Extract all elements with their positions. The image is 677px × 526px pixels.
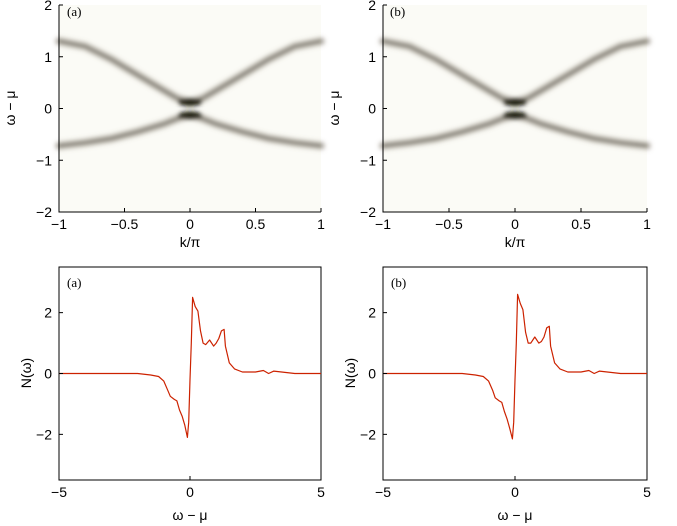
x-tick-label: 0.5 [571, 216, 591, 232]
panel-line-b: (b) ω − μ N(ω) −5 0 5 −2 0 2 [342, 266, 651, 523]
axes-frame [58, 5, 321, 213]
x-tick-label: −5 [51, 484, 67, 500]
x-axis-label: ω − μ [498, 507, 533, 523]
band-upper-peak [503, 98, 527, 107]
series-line [59, 296, 321, 438]
band-layer [378, 36, 652, 151]
y-tick-label: 0 [368, 366, 376, 382]
y-axis-label: ω − μ [326, 91, 342, 126]
y-tick-label: 0 [44, 101, 52, 117]
x-axis-label: k/π [180, 234, 201, 250]
x-tick-label: 0 [186, 484, 194, 500]
y-tick-label: −2 [36, 204, 52, 220]
x-tick-label: −1 [51, 216, 67, 232]
band-lower-peak [503, 111, 527, 120]
x-axis-label: ω − μ [173, 507, 208, 523]
band-layer [54, 36, 326, 151]
x-tick-label: 0 [511, 216, 519, 232]
y-tick-label: −1 [36, 152, 52, 168]
ticks: −5 0 5 −2 0 2 [36, 305, 325, 500]
plot-area [383, 5, 647, 212]
y-tick-label: 2 [44, 305, 52, 321]
x-tick-label: −1 [375, 216, 391, 232]
band-lower-peak [178, 111, 202, 120]
panel-label: (b) [391, 275, 406, 290]
y-tick-label: −1 [360, 152, 376, 168]
x-tick-label: −5 [375, 484, 391, 500]
y-tick-label: −2 [360, 426, 376, 442]
y-axis-label: N(ω) [342, 358, 358, 388]
series-layer [59, 296, 321, 438]
series-layer [383, 293, 647, 440]
axes-frame [382, 5, 647, 213]
y-axis-label: N(ω) [18, 358, 34, 388]
band-upper-peak [178, 98, 202, 107]
x-tick-label: 5 [643, 484, 651, 500]
y-tick-label: −2 [36, 426, 52, 442]
y-tick-label: 1 [44, 49, 52, 65]
x-tick-label: 1 [317, 216, 325, 232]
panel-label: (a) [67, 275, 81, 290]
y-tick-label: −2 [360, 204, 376, 220]
y-tick-label: 0 [368, 101, 376, 117]
y-axis-label: ω − μ [2, 91, 18, 126]
x-axis-label: k/π [505, 234, 526, 250]
panel-line-a: (a) ω − μ N(ω) −5 0 5 −2 0 2 [18, 266, 325, 523]
y-tick-label: 2 [368, 305, 376, 321]
panel-label: (b) [390, 4, 405, 19]
series-line [383, 293, 647, 440]
y-tick-label: 0 [44, 366, 52, 382]
y-tick-label: 2 [44, 0, 52, 13]
x-tick-label: 1 [643, 216, 651, 232]
x-tick-label: 0 [511, 484, 519, 500]
x-tick-label: 5 [317, 484, 325, 500]
ticks: −5 0 5 −2 0 2 [360, 305, 651, 500]
x-tick-label: −0.5 [111, 216, 139, 232]
x-tick-label: 0.5 [246, 216, 266, 232]
x-tick-label: −0.5 [435, 216, 463, 232]
plot-area [59, 5, 321, 212]
panel-label: (a) [67, 4, 81, 19]
x-tick-label: 0 [186, 216, 194, 232]
y-tick-label: 2 [368, 0, 376, 13]
y-tick-label: 1 [368, 49, 376, 65]
